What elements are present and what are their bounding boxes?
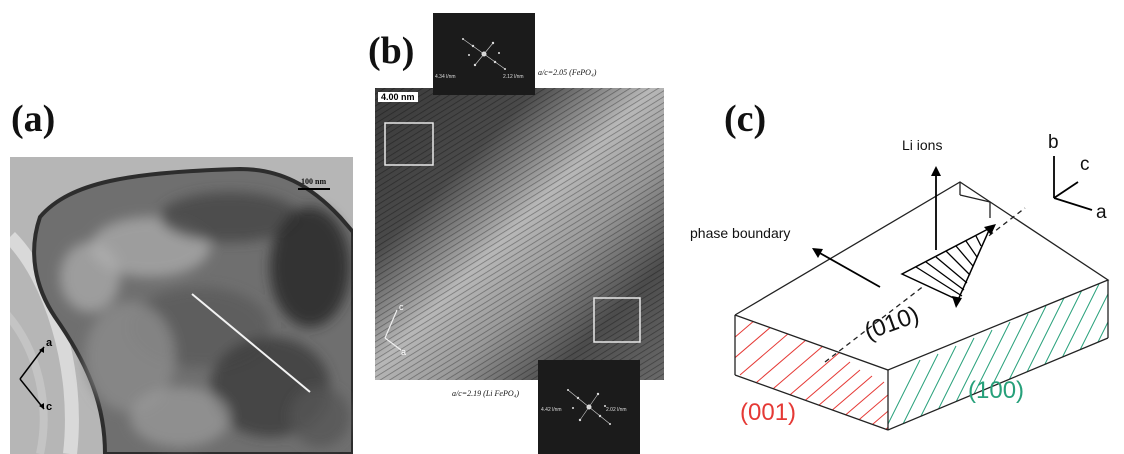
fft-pattern-top [462,38,506,70]
fft-inset-bottom: 4.42 l/nm 2.02 l/nm [538,360,640,454]
bottom-caption: a/c=2.19 (Li FePO₄) [452,389,520,398]
fft-top-left-label: 4.34 l/nm [435,74,456,80]
axis-label-c-b: c [399,302,404,312]
fft-pattern-bottom [567,389,611,425]
crystal-diagram: b c a Li ions phase boundary (010) (001)… [690,132,1110,431]
axis-label-c-c: c [1080,154,1090,175]
scale-bar-label-b: 4.00 nm [378,92,418,102]
panel-a-label: (a) [11,98,56,140]
panel-c-label: (c) [724,98,767,140]
axis-label-a: a [46,337,53,349]
li-ions-arrow [931,166,941,250]
fft-bottom-right-label: 2.02 l/nm [606,407,627,413]
phase-boundary-label: phase boundary [690,225,790,241]
scale-bar-label-a: 100 nm [301,177,327,186]
panel-b-label: (b) [368,30,415,72]
fft-top-right-label: 2.12 l/nm [503,74,524,80]
fft-inset-top: 4.34 l/nm 2.12 l/nm [433,13,535,95]
tem-image-a-graphic [10,157,353,454]
tem-image-a: 100 nm a c [10,157,353,454]
plane-001-label: (001) [740,399,796,426]
axes-triad [1053,156,1093,211]
li-ions-label: Li ions [902,137,942,153]
axis-label-a-b: a [401,347,407,357]
arrow-head-bottom [952,296,962,308]
phase-boundary-arrow [812,248,881,288]
hatch-100 [888,280,1108,430]
hrtem-image-b-graphic [375,88,664,380]
arrow-head-top [984,224,996,235]
top-caption: a/c=2.05 (FePO₄) [538,68,597,77]
axis-label-c: c [46,401,53,413]
triangle-hatch [915,235,982,297]
plane-100-label: (100) [968,377,1024,404]
box-outline [734,181,1110,431]
plane-010-label: (010) [861,301,923,346]
axis-label-a-c: a [1096,202,1107,223]
hrtem-image-b: 4.00 nm c a [375,88,664,380]
axis-label-b-c: b [1048,132,1059,153]
fft-bottom-left-label: 4.42 l/nm [541,407,562,413]
